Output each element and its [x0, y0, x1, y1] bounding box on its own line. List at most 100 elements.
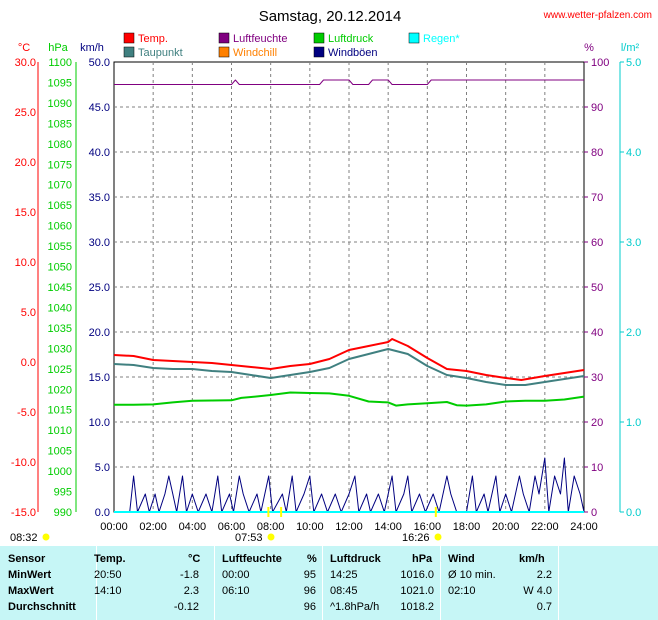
series-line-luftfeuchte — [114, 79, 584, 85]
stats-cell: 2.3 — [183, 585, 199, 597]
stats-header: % — [307, 553, 317, 565]
x-tick-label: 00:00 — [100, 521, 128, 533]
pressure-tick-label: 1085 — [48, 118, 72, 130]
legend-swatch — [313, 46, 325, 58]
pressure-tick-label: 1065 — [48, 200, 72, 212]
stats-divider — [440, 546, 441, 620]
temp-tick-label: 20.0 — [15, 157, 36, 169]
series-line-temp — [113, 338, 585, 381]
series — [113, 79, 585, 513]
stats-cell: 96 — [303, 585, 316, 597]
site-url: www.wetter-pfalzen.com — [543, 10, 652, 21]
temp-tick-label: 10.0 — [15, 257, 36, 269]
humidity-tick-label: 30 — [591, 372, 603, 384]
temp-tick-label: -15.0 — [11, 507, 36, 519]
x-tick-label: 22:00 — [531, 521, 559, 533]
stats-cell: 95 — [303, 569, 316, 581]
sun-markers: 08:32 07:53 16:26 — [10, 507, 442, 544]
unit-humidity: % — [584, 42, 594, 54]
wind-tick-label: 0.0 — [95, 507, 110, 519]
pressure-tick-label: 995 — [54, 487, 72, 499]
pressure-tick-label: 1095 — [48, 77, 72, 89]
stats-cell: 0.7 — [536, 601, 552, 613]
stats-cell: 1016.0 — [400, 569, 434, 581]
x-tick-label: 04:00 — [179, 521, 207, 533]
stats-header: Temp. — [94, 553, 126, 565]
stats-cell: 1021.0 — [400, 585, 434, 597]
x-tick-label: 24:00 — [570, 521, 598, 533]
legend-label: Luftfeuchte — [233, 33, 287, 45]
wind-tick-label: 45.0 — [89, 102, 110, 114]
chart-title: Samstag, 20.12.2014 — [259, 8, 402, 25]
pressure-tick-label: 1005 — [48, 446, 72, 458]
stats-cell: 1018.2 — [400, 601, 434, 613]
stats-header: Wind — [448, 553, 475, 565]
wind-tick-label: 40.0 — [89, 147, 110, 159]
stats-header: km/h — [519, 553, 545, 565]
stats-cell: Durchschnitt — [8, 601, 76, 613]
pressure-tick-label: 1020 — [48, 384, 72, 396]
temp-tick-label: 5.0 — [21, 307, 36, 319]
legend-label: Temp. — [138, 33, 168, 45]
unit-temp: °C — [18, 42, 30, 54]
sun-icon — [267, 533, 275, 541]
temp-tick-label: 30.0 — [15, 57, 36, 69]
x-tick-label: 16:00 — [414, 521, 442, 533]
sun-icon — [42, 533, 50, 541]
stats-header: Luftfeuchte — [222, 553, 282, 565]
stats-header: hPa — [412, 553, 433, 565]
wind-tick-label: 35.0 — [89, 192, 110, 204]
wind-tick-label: 25.0 — [89, 282, 110, 294]
temp-tick-label: -5.0 — [17, 407, 36, 419]
humidity-tick-label: 10 — [591, 462, 603, 474]
series-line-luftdruck — [114, 391, 585, 407]
weather-chart: Samstag, 20.12.2014 www.wetter-pfalzen.c… — [10, 8, 652, 544]
x-tick-label: 18:00 — [453, 521, 481, 533]
legend-swatch — [313, 32, 325, 44]
series-line-windben — [114, 457, 585, 513]
humidity-tick-label: 0 — [591, 507, 597, 519]
stats-cell: 02:10 — [448, 585, 476, 597]
legend: Temp. Luftfeuchte Luftdruck Regen* Taupunkt W… — [123, 32, 460, 59]
axes: 30.0 25.0 20.0 15.0 10.0 5.0 0.0 -5.0 -10.0 -15.0… — [11, 57, 641, 533]
x-tick-label: 06:00 — [218, 521, 246, 533]
pressure-tick-label: 1000 — [48, 466, 72, 478]
legend-label: Windböen — [328, 47, 378, 59]
pressure-tick-label: 1045 — [48, 282, 72, 294]
x-tick-label: 12:00 — [335, 521, 363, 533]
pressure-tick-label: 1010 — [48, 425, 72, 437]
stats-cell: 20:50 — [94, 569, 122, 581]
stats-cell: W 4.0 — [523, 585, 552, 597]
sun-icon — [434, 533, 442, 541]
pressure-tick-label: 1055 — [48, 241, 72, 253]
stats-cell: MinWert — [8, 569, 52, 581]
stats-cell: 14:25 — [330, 569, 358, 581]
unit-wind: km/h — [80, 42, 104, 54]
wind-tick-label: 30.0 — [89, 237, 110, 249]
stats-divider — [96, 546, 97, 620]
x-tick-label: 08:00 — [257, 521, 285, 533]
humidity-tick-label: 40 — [591, 327, 603, 339]
legend-swatch — [123, 32, 135, 44]
pressure-tick-label: 1100 — [48, 57, 72, 69]
rain-tick-label: 5.0 — [626, 57, 641, 69]
pressure-tick-label: 1050 — [48, 262, 72, 274]
pressure-tick-label: 1030 — [48, 343, 72, 355]
sunrise-label: 08:32 — [10, 532, 38, 544]
pressure-tick-label: 1025 — [48, 364, 72, 376]
wind-tick-label: 50.0 — [89, 57, 110, 69]
x-tick-label: 10:00 — [296, 521, 324, 533]
legend-swatch — [218, 46, 230, 58]
x-tick-label: 02:00 — [139, 521, 167, 533]
stats-cell: ^1.8hPa/h — [330, 601, 380, 613]
sunset-label: 16:26 — [402, 532, 430, 544]
humidity-tick-label: 80 — [591, 147, 603, 159]
pressure-tick-label: 1070 — [48, 180, 72, 192]
legend-label: Regen* — [423, 33, 460, 45]
rain-tick-label: 1.0 — [626, 417, 641, 429]
stats-cell: 08:45 — [330, 585, 358, 597]
temp-tick-label: -10.0 — [11, 457, 36, 469]
pressure-tick-label: 1080 — [48, 139, 72, 151]
stats-header: Sensor — [8, 553, 46, 565]
wind-tick-label: 5.0 — [95, 462, 110, 474]
